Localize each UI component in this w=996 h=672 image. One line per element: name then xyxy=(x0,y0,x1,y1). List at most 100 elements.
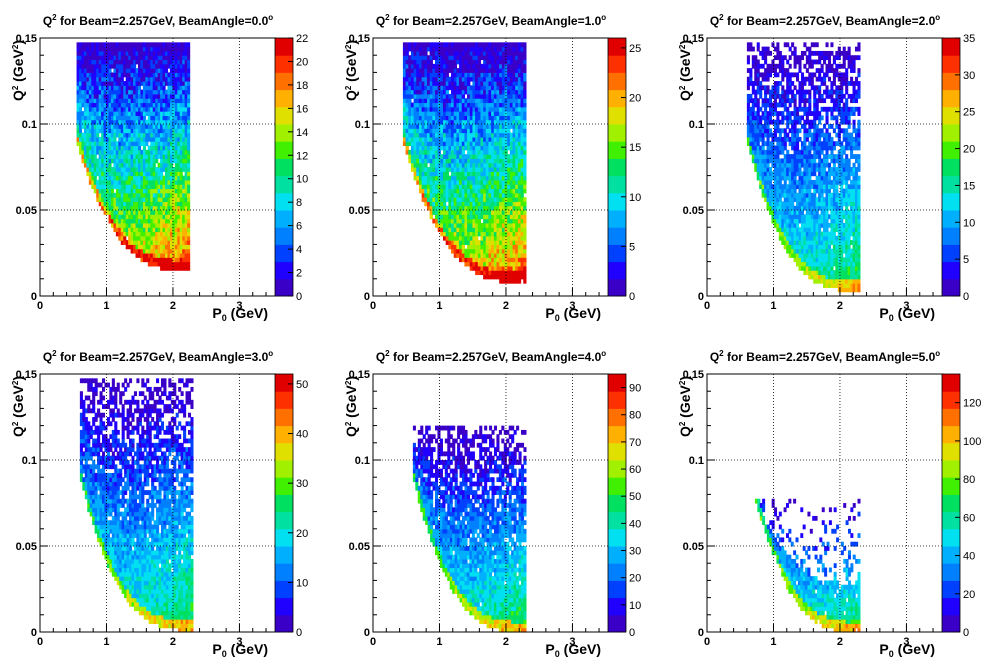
heatmap-cell xyxy=(165,154,169,159)
heatmap-cell xyxy=(103,42,107,48)
heatmap-cell xyxy=(496,274,500,280)
heatmap-cell xyxy=(184,231,188,237)
heatmap-cell xyxy=(461,175,466,181)
heatmap-cell xyxy=(485,175,490,181)
heatmap-cell xyxy=(182,214,186,220)
heatmap-cell xyxy=(493,154,498,159)
heatmap-cell xyxy=(120,192,124,198)
heatmap-cell xyxy=(472,111,476,116)
y-tick-label: 0 xyxy=(364,291,370,303)
heatmap-cell xyxy=(83,98,87,104)
heatmap-cell xyxy=(461,253,466,258)
heatmap-cell xyxy=(408,55,412,61)
heatmap-cell xyxy=(145,72,149,78)
heatmap-cell xyxy=(475,111,479,116)
heatmap-cell xyxy=(456,141,460,147)
heatmap-cell xyxy=(791,218,795,224)
heatmap-cell xyxy=(477,59,482,65)
heatmap-cell xyxy=(187,192,191,198)
heatmap-cell xyxy=(477,244,482,250)
heatmap-cell xyxy=(88,59,92,65)
heatmap-cell xyxy=(118,179,122,185)
heatmap-cell xyxy=(402,55,407,61)
heatmap-cell xyxy=(507,76,511,82)
heatmap-cell xyxy=(160,98,164,104)
heatmap-cell xyxy=(783,197,787,202)
heatmap-cell xyxy=(520,63,524,69)
heatmap-cell xyxy=(443,141,447,147)
heatmap-cell xyxy=(184,46,188,52)
heatmap-cell xyxy=(421,124,425,129)
heatmap-cell xyxy=(103,167,107,172)
heatmap-cell xyxy=(167,102,171,108)
heatmap-cell xyxy=(768,145,773,151)
heatmap-cell xyxy=(177,50,181,56)
heatmap-cell xyxy=(485,231,490,237)
heatmap-cell xyxy=(88,119,92,125)
heatmap-cell xyxy=(791,214,795,220)
heatmap-cell xyxy=(451,167,455,172)
heatmap-cell xyxy=(184,261,188,267)
heatmap-cell xyxy=(459,132,463,138)
heatmap-cell xyxy=(416,72,420,78)
heatmap-cell xyxy=(424,85,428,91)
heatmap-cell xyxy=(96,59,100,65)
heatmap-cell xyxy=(182,162,186,168)
heatmap-cell xyxy=(155,68,159,73)
heatmap-cell xyxy=(507,214,511,220)
heatmap-cell xyxy=(781,102,785,108)
heatmap-cell xyxy=(517,175,522,181)
heatmap-cell xyxy=(103,124,107,129)
heatmap-cell xyxy=(501,132,506,138)
heatmap-cell xyxy=(764,89,768,95)
heatmap-cell xyxy=(429,115,433,121)
heatmap-cell xyxy=(754,145,758,151)
heatmap-cell xyxy=(110,145,115,151)
heatmap-cell xyxy=(499,68,503,73)
heatmap-cell xyxy=(786,205,790,211)
heatmap-cell xyxy=(167,192,171,198)
heatmap-cell xyxy=(773,167,777,172)
heatmap-cell xyxy=(496,235,500,241)
heatmap-cell xyxy=(459,184,463,190)
heatmap-cell xyxy=(434,210,439,215)
heatmap-cell xyxy=(507,154,511,159)
heatmap-cell xyxy=(445,158,449,164)
heatmap-cell xyxy=(140,188,144,194)
heatmap-cell xyxy=(416,141,420,147)
heatmap-cell xyxy=(445,50,449,56)
color-bar-segment xyxy=(275,55,293,73)
heatmap-cell xyxy=(150,55,154,61)
heatmap-cell xyxy=(523,158,527,164)
heatmap-cell xyxy=(434,128,439,134)
heatmap-cell xyxy=(759,115,763,121)
heatmap-cell xyxy=(101,119,105,125)
heatmap-cell xyxy=(488,119,492,125)
heatmap-cell xyxy=(140,42,144,48)
heatmap-cell xyxy=(128,179,132,185)
heatmap-cell xyxy=(421,145,425,151)
heatmap-cell xyxy=(162,265,166,271)
heatmap-cell xyxy=(781,141,785,147)
heatmap-cell xyxy=(155,257,159,263)
heatmap-cell xyxy=(464,184,468,190)
heatmap-cell xyxy=(160,136,164,142)
heatmap-cell xyxy=(445,68,449,73)
heatmap-cell xyxy=(177,201,181,207)
heatmap-cell xyxy=(184,98,188,104)
heatmap-cell xyxy=(160,188,164,194)
heatmap-cell xyxy=(93,154,97,159)
heatmap-cell xyxy=(451,93,455,99)
heatmap-cell xyxy=(118,124,122,129)
heatmap-cell xyxy=(110,81,115,86)
heatmap-cell xyxy=(135,50,139,56)
heatmap-cell xyxy=(96,149,100,155)
heatmap-cell xyxy=(456,188,460,194)
heatmap-cell xyxy=(150,132,154,138)
heatmap-cell xyxy=(167,227,171,233)
color-bar-segment xyxy=(608,55,626,73)
heatmap-cell xyxy=(93,128,97,134)
heatmap-cell xyxy=(172,218,176,224)
heatmap-cell xyxy=(475,244,479,250)
heatmap-cell xyxy=(106,149,110,155)
